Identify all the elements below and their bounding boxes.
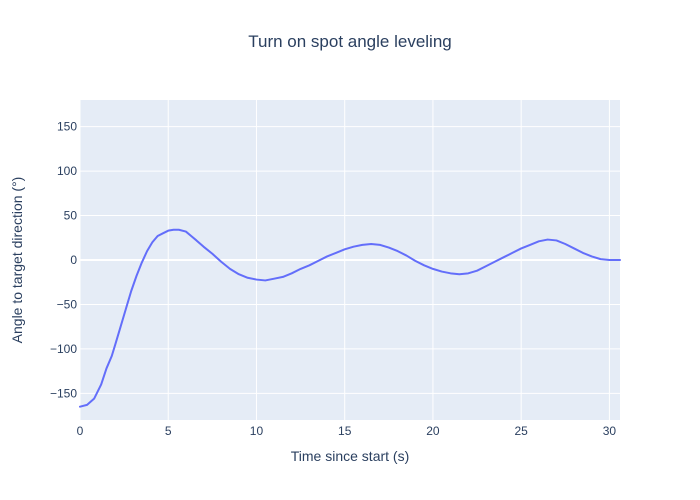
x-tick-label: 0: [77, 424, 84, 438]
y-tick-label: −150: [50, 386, 77, 400]
x-tick-label: 5: [165, 424, 172, 438]
x-tick-label: 20: [426, 424, 440, 438]
y-tick-labels: −150 −100 −50 0 50 100 150: [50, 120, 77, 401]
x-tick-label: 10: [250, 424, 264, 438]
y-tick-label: 50: [64, 209, 78, 223]
x-tick-label: 15: [338, 424, 352, 438]
chart-title: Turn on spot angle leveling: [248, 32, 452, 51]
x-axis-label: Time since start (s): [291, 448, 410, 464]
x-tick-labels: 0 5 10 15 20 25 30: [77, 424, 617, 438]
y-tick-label: 100: [57, 164, 77, 178]
x-tick-label: 25: [514, 424, 528, 438]
y-tick-label: −100: [50, 342, 77, 356]
series-line: [79, 228, 621, 408]
y-tick-label: −50: [57, 297, 78, 311]
y-tick-label: 0: [70, 253, 77, 267]
series-layer: [79, 228, 621, 408]
y-gridlines: [80, 126, 620, 394]
y-axis-label: Angle to target direction (°): [9, 177, 25, 344]
x-tick-label: 30: [603, 424, 617, 438]
y-tick-label: 150: [57, 120, 77, 134]
